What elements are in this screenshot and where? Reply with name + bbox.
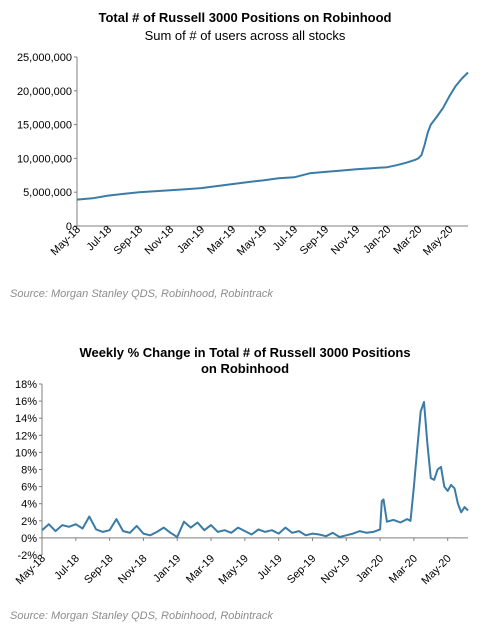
- chart2-y-tick-label: -2%: [17, 550, 37, 562]
- chart1-y-tick-label: 0: [66, 221, 72, 233]
- chart1-x-tick-label: May-19: [235, 224, 269, 258]
- chart1-y-tick-label: 10,000,000: [17, 153, 72, 165]
- chart2-y-tick-label: 8%: [21, 465, 37, 477]
- chart2-x-tick-label: Nov-18: [116, 553, 150, 587]
- chart2-y-tick-label: 10%: [15, 447, 37, 459]
- chart1-y-tick-label: 5,000,000: [23, 187, 72, 199]
- chart2-x-tick-label: Jan-20: [354, 553, 386, 585]
- chart2-title-line2: on Robinhood: [200, 361, 290, 376]
- chart2-x-tick-label: May-19: [217, 553, 251, 587]
- chart1-y-tick-label: 25,000,000: [17, 52, 72, 64]
- chart2-x-tick-label: Jul-18: [52, 553, 82, 583]
- chart2-y-tick-label: 18%: [15, 379, 37, 391]
- chart2-y-tick-label: 16%: [15, 396, 37, 408]
- chart1-subtitle: Sum of # of users across all stocks: [144, 28, 346, 43]
- chart1-x-tick-label: Jul-18: [84, 224, 114, 254]
- chart2-x-tick-label: Mar-19: [184, 553, 217, 586]
- chart1-x-tick-label: Jul-19: [271, 224, 301, 254]
- chart2-x-tick-label: Sep-18: [82, 553, 116, 587]
- chart2-x-tick-label: Jul-19: [255, 553, 285, 583]
- chart2-x-tick-label: Jan-19: [151, 553, 183, 585]
- chart2-x-tick-label: Sep-19: [285, 553, 319, 587]
- chart2-y-tick-label: 12%: [15, 430, 37, 442]
- chart1-x-tick-label: Jan-20: [361, 224, 393, 256]
- chart2-source: Source: Morgan Stanley QDS, Robinhood, R…: [10, 610, 273, 622]
- chart1-y-tick-label: 15,000,000: [17, 120, 72, 132]
- chart1-y-tick-label: 20,000,000: [17, 86, 72, 98]
- chart1-x-tick-label: May-20: [421, 224, 455, 258]
- chart2-y-tick-label: 4%: [21, 499, 37, 511]
- chart2-x-tick-label: Nov-19: [319, 553, 353, 587]
- chart2-y-tick-label: 14%: [15, 413, 37, 425]
- chart2-y-tick-label: 0%: [21, 533, 37, 545]
- chart1-title: Total # of Russell 3000 Positions on Rob…: [98, 10, 392, 25]
- chart1-x-tick-label: Mar-20: [391, 224, 424, 257]
- chart1-x-tick-label: Sep-18: [112, 224, 146, 258]
- chart1-source: Source: Morgan Stanley QDS, Robinhood, R…: [10, 288, 273, 300]
- chart1-x-tick-label: Nov-19: [329, 224, 363, 258]
- chart1-x-tick-label: Sep-19: [298, 224, 332, 258]
- chart2-y-tick-label: 6%: [21, 482, 37, 494]
- chart2-series-line: [41, 401, 469, 538]
- chart2-x-tick-label: May-20: [419, 553, 453, 587]
- chart2-y-tick-label: 2%: [21, 516, 37, 528]
- chart1-series-line: [76, 71, 469, 201]
- chart1-x-tick-label: Mar-19: [205, 224, 238, 257]
- chart1-x-tick-label: Nov-18: [143, 224, 177, 258]
- chart2-x-tick-label: Mar-20: [387, 553, 420, 586]
- chart2-title: Weekly % Change in Total # of Russell 30…: [79, 345, 411, 360]
- chart1-x-tick-label: Jan-19: [175, 224, 207, 256]
